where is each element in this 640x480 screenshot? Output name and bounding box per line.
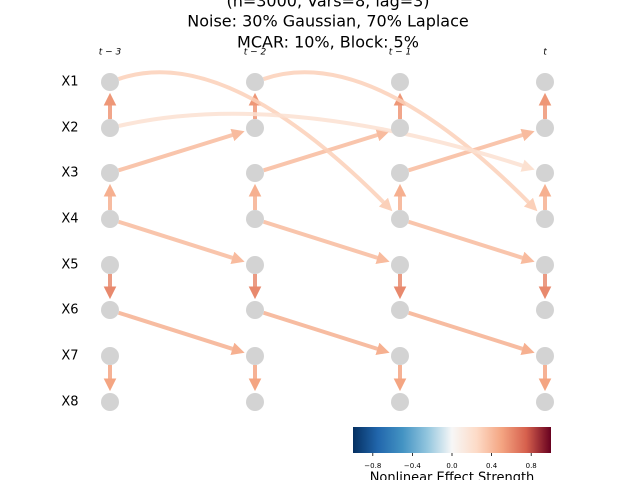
column-label: t − 1	[389, 48, 412, 58]
edge	[263, 128, 390, 173]
node	[246, 73, 264, 91]
node	[246, 119, 264, 137]
node	[391, 164, 409, 182]
colorbar-axis: −0.8 −0.4 0.0 0.4 0.8	[364, 453, 537, 470]
row-label: X7	[61, 349, 78, 364]
node	[391, 347, 409, 365]
edge	[118, 128, 245, 173]
nodes	[101, 73, 554, 411]
edge	[117, 70, 393, 212]
node	[391, 119, 409, 137]
node	[246, 164, 264, 182]
node	[536, 347, 554, 365]
title-line: MCAR: 10%, Block: 5%	[237, 33, 419, 52]
edge	[262, 219, 390, 264]
node	[101, 119, 119, 137]
colorbar-tick-label: 0.0	[446, 462, 457, 470]
node	[101, 347, 119, 365]
column-label: t − 3	[99, 48, 122, 58]
node	[536, 164, 554, 182]
node	[391, 73, 409, 91]
colorbar-label: Nonlinear Effect Strength	[370, 471, 535, 480]
column-labels: t − 3 t − 2 t − 1 t	[99, 48, 548, 58]
column-label: t − 2	[244, 48, 267, 58]
edge	[407, 310, 535, 355]
node	[536, 256, 554, 274]
node	[101, 164, 119, 182]
colorbar-tick-label: −0.8	[364, 462, 381, 470]
node	[101, 210, 119, 228]
row-label: X6	[61, 303, 78, 318]
edge	[262, 310, 390, 355]
title-line: Noise: 30% Gaussian, 70% Laplace	[187, 12, 469, 31]
row-label: X5	[61, 258, 78, 273]
node	[536, 73, 554, 91]
row-label: X8	[61, 395, 78, 410]
colorbar	[353, 427, 551, 453]
node	[536, 210, 554, 228]
colorbar-tick-label: −0.4	[404, 462, 422, 470]
edge	[117, 310, 245, 355]
node	[391, 210, 409, 228]
node	[391, 301, 409, 319]
node	[391, 393, 409, 411]
node	[101, 301, 119, 319]
row-labels: X1 X2 X3 X4 X5 X6 X7 X8	[61, 75, 78, 410]
node	[246, 393, 264, 411]
row-label: X4	[61, 212, 78, 227]
edge	[118, 111, 535, 172]
node	[101, 256, 119, 274]
node	[391, 256, 409, 274]
node	[536, 119, 554, 137]
node	[536, 301, 554, 319]
colorbar-tick-label: 0.8	[526, 462, 537, 470]
row-label: X1	[61, 75, 78, 90]
title-line: (n=3000, Vars=8, lag=3)	[226, 0, 429, 11]
node	[246, 210, 264, 228]
row-label: X2	[61, 121, 78, 136]
edge	[262, 70, 538, 212]
node	[101, 73, 119, 91]
column-label: t	[543, 48, 547, 58]
node	[246, 256, 264, 274]
edge	[117, 219, 245, 264]
row-label: X3	[61, 166, 78, 181]
node	[101, 393, 119, 411]
colorbar-tick-label: 0.4	[486, 462, 498, 470]
node	[246, 301, 264, 319]
node	[246, 347, 264, 365]
edge	[407, 219, 535, 264]
edges	[103, 70, 552, 392]
node	[536, 393, 554, 411]
